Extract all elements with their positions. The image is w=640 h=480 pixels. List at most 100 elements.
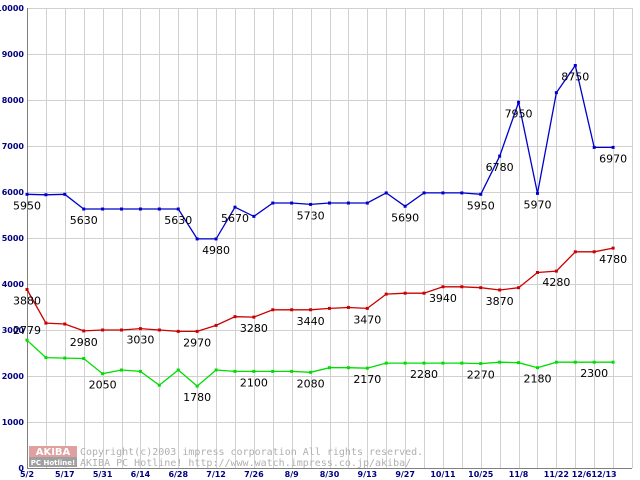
y-tick-label: 3000 bbox=[2, 326, 25, 335]
series-1-point bbox=[573, 250, 577, 254]
series-1-point bbox=[233, 315, 237, 319]
series-0-point bbox=[138, 207, 142, 211]
series-2-point bbox=[290, 369, 294, 373]
x-tick-label: 12/612/13 bbox=[572, 470, 617, 479]
series-1-point bbox=[214, 323, 218, 327]
series-2-point bbox=[82, 357, 86, 361]
series-0-data-label: 8750 bbox=[561, 71, 589, 84]
series-2-point bbox=[573, 360, 577, 364]
series-1-point bbox=[441, 285, 445, 289]
series-2-data-label: 1780 bbox=[183, 391, 211, 404]
akiba-logo: AKIBA PC Hotline! bbox=[29, 446, 77, 467]
series-0-point bbox=[611, 145, 615, 149]
copyright-watermark: AKIBA PC Hotline! Copyright(c)2003 impre… bbox=[29, 446, 423, 469]
series-2-point bbox=[309, 370, 313, 374]
series-0-point bbox=[498, 154, 502, 158]
series-1-data-label: 3870 bbox=[486, 295, 514, 308]
series-2-point bbox=[214, 368, 218, 372]
series-0-data-label: 5690 bbox=[391, 211, 419, 224]
series-2-point bbox=[44, 356, 48, 360]
series-0-point bbox=[120, 207, 124, 211]
series-0-data-label: 5670 bbox=[221, 212, 249, 225]
logo-top-text: AKIBA bbox=[36, 447, 71, 458]
series-2-data-label: 2300 bbox=[580, 367, 608, 380]
series-2-line bbox=[26, 339, 614, 387]
y-tick-label: 7000 bbox=[2, 142, 25, 151]
series-0-data-label: 6970 bbox=[599, 152, 627, 165]
series-2-data-label: 2280 bbox=[410, 368, 438, 381]
series-2-point bbox=[233, 369, 237, 373]
series-2-point bbox=[157, 383, 161, 387]
series-2-data-label: 2050 bbox=[89, 379, 117, 392]
series-1-data-label: 3280 bbox=[240, 322, 268, 335]
series-2-data-label: 2080 bbox=[297, 377, 325, 390]
x-tick-label: 5/17 bbox=[55, 470, 75, 479]
x-axis-ticks: 5/2 5/17 5/31 6/14 6/28 7/12 7/26 8/9 8/30 9/13 9/… bbox=[20, 470, 617, 479]
series-2-point bbox=[403, 361, 407, 365]
series-2-point bbox=[252, 369, 256, 373]
x-tick-label: 9/27 bbox=[395, 470, 415, 479]
series-0-point bbox=[214, 237, 218, 241]
series-0-data-label: 7950 bbox=[505, 107, 533, 120]
series-0-point bbox=[403, 204, 407, 208]
series-2-point bbox=[138, 369, 142, 373]
series-0-data-label: 5970 bbox=[523, 198, 551, 211]
y-axis-ticks: 0 1000 2000 3000 4000 5000 6000 7000 8000 9000 100… bbox=[0, 4, 24, 473]
x-tick-label: 10/11 bbox=[430, 470, 456, 479]
series-1-data-label: 2980 bbox=[70, 336, 98, 349]
series-2-point bbox=[422, 361, 426, 365]
series-0-point bbox=[460, 191, 464, 195]
y-tick-label: 4000 bbox=[2, 280, 25, 289]
series-2-point bbox=[498, 360, 502, 364]
series-2-data-label: 2170 bbox=[353, 373, 381, 386]
x-tick-label: 8/30 bbox=[320, 470, 340, 479]
copyright-line: Copyright(c)2003 impress corporation All… bbox=[80, 447, 423, 458]
series-0-point bbox=[252, 214, 256, 218]
series-1-point bbox=[517, 286, 521, 290]
series-1-point bbox=[25, 288, 29, 292]
y-tick-label: 2000 bbox=[2, 372, 25, 381]
series-1-point bbox=[44, 321, 48, 325]
series-2-point bbox=[195, 384, 199, 388]
series-0-point bbox=[25, 192, 29, 196]
y-tick-label: 6000 bbox=[2, 188, 25, 197]
x-tick-label: 5/31 bbox=[93, 470, 113, 479]
series-1-point bbox=[157, 328, 161, 332]
series-0-line bbox=[26, 63, 614, 240]
series-1-point bbox=[271, 308, 275, 312]
chart-series bbox=[25, 63, 615, 388]
series-0-point bbox=[365, 201, 369, 205]
y-tick-label: 5000 bbox=[2, 234, 25, 243]
y-tick-label: 10000 bbox=[0, 4, 24, 13]
series-1-point bbox=[592, 250, 596, 254]
series-1-point bbox=[365, 306, 369, 310]
url-line: AKIBA PC Hotline! http://www.watch.impre… bbox=[80, 458, 411, 469]
y-tick-label: 9000 bbox=[2, 50, 25, 59]
series-1-data-label: 3880 bbox=[13, 295, 41, 308]
series-1-point bbox=[195, 329, 199, 333]
series-0-point bbox=[63, 192, 67, 196]
x-tick-label: 5/2 bbox=[20, 470, 34, 479]
series-2-point bbox=[63, 356, 67, 360]
series-2-point bbox=[384, 361, 388, 365]
series-2-point bbox=[611, 360, 615, 364]
series-0-data-label: 5630 bbox=[70, 214, 98, 227]
series-1-point bbox=[328, 306, 331, 310]
series-0-point bbox=[176, 207, 180, 211]
x-tick-label: 7/12 bbox=[206, 470, 226, 479]
series-2-point bbox=[328, 366, 331, 370]
series-0-point bbox=[554, 91, 558, 95]
series-2-point bbox=[517, 361, 521, 365]
series-0-point bbox=[535, 191, 539, 195]
series-0-data-label: 6780 bbox=[486, 161, 514, 174]
x-tick-label: 9/13 bbox=[358, 470, 378, 479]
series-2-point bbox=[554, 360, 558, 364]
series-0-point bbox=[271, 201, 275, 205]
series-2-point bbox=[25, 338, 29, 342]
series-2-point bbox=[176, 368, 180, 372]
x-tick-label: 11/22 bbox=[544, 470, 569, 479]
y-tick-label: 1000 bbox=[2, 418, 25, 427]
series-0-point bbox=[346, 201, 350, 205]
series-1-point bbox=[403, 291, 407, 295]
